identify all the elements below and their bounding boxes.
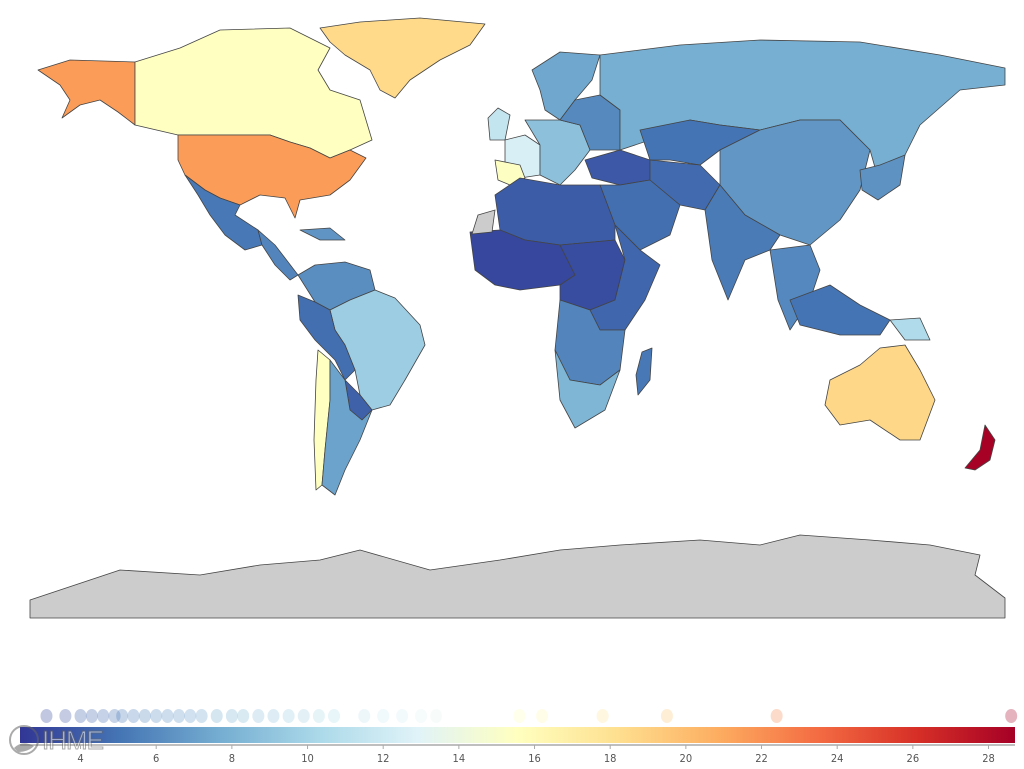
legend-color-bar (20, 727, 1015, 743)
legend-value-dot (312, 709, 325, 723)
region-indonesia[interactable] (789, 284, 891, 336)
legend-tick-label: 18 (604, 752, 617, 765)
region-png[interactable] (889, 317, 931, 341)
legend-value-dot (210, 709, 223, 723)
region-greenland[interactable] (319, 17, 486, 99)
region-central-america[interactable] (257, 229, 299, 281)
legend-tick-label: 4 (77, 752, 83, 765)
legend-value-dot (172, 709, 185, 723)
region-madagascar[interactable] (635, 347, 653, 396)
legend-value-dot (770, 709, 783, 723)
region-new-zealand[interactable] (964, 424, 996, 471)
legend-value-dot (108, 709, 121, 723)
legend-value-dots (40, 709, 1018, 723)
legend-value-dot (297, 709, 310, 723)
legend-tick-label: 14 (453, 752, 466, 765)
legend-value-dot (150, 709, 163, 723)
legend-value-dot (596, 709, 609, 723)
legend-value-dot (415, 709, 428, 723)
region-caribbean[interactable] (299, 227, 346, 241)
legend-tick-label: 24 (831, 752, 844, 765)
legend-tick-label: 22 (755, 752, 768, 765)
legend-value-dot (536, 709, 549, 723)
legend-tick-label: 16 (528, 752, 541, 765)
legend-value-dot (282, 709, 295, 723)
ihme-logo: IHME (8, 722, 105, 758)
world-choropleth-map (29, 17, 1006, 619)
legend-value-dot (237, 709, 250, 723)
legend-value-dot (59, 709, 72, 723)
legend-value-dot (74, 709, 87, 723)
legend-value-dot (127, 709, 140, 723)
legend-tick-label: 20 (680, 752, 693, 765)
region-alaska[interactable] (37, 59, 136, 126)
legend-value-dot (40, 709, 53, 723)
region-australia[interactable] (824, 344, 936, 441)
region-antarctica[interactable] (29, 534, 1006, 619)
region-south-africa[interactable] (554, 349, 621, 429)
legend-value-dot (116, 709, 129, 723)
region-uk-ireland[interactable] (487, 107, 511, 141)
legend-value-dot (225, 709, 238, 723)
legend-tick-label: 12 (377, 752, 390, 765)
region-japan-korea[interactable] (859, 154, 906, 201)
legend-value-dot (358, 709, 371, 723)
globe-logo-icon (9, 725, 39, 755)
legend-value-dot (377, 709, 390, 723)
legend-value-dot (85, 709, 98, 723)
legend-tick-label: 28 (982, 752, 995, 765)
legend-value-dot (1005, 709, 1018, 723)
logo-text: IHME (42, 724, 105, 755)
legend-value-dot (97, 709, 110, 723)
region-argentina[interactable] (321, 359, 373, 496)
legend-value-dot (195, 709, 208, 723)
legend-tick-label: 26 (907, 752, 920, 765)
legend-tick-label: 10 (301, 752, 314, 765)
legend-value-dot (396, 709, 409, 723)
legend-value-dot (430, 709, 443, 723)
legend-value-dot (267, 709, 280, 723)
region-turkey-caucasus[interactable] (584, 149, 651, 186)
legend-tick-label: 6 (153, 752, 159, 765)
legend-value-dot (184, 709, 197, 723)
legend-tick-label: 8 (229, 752, 235, 765)
legend-value-dot (328, 709, 341, 723)
region-peru-bolivia[interactable] (297, 294, 356, 381)
region-western-sahara[interactable] (471, 209, 496, 235)
legend-value-dot (660, 709, 673, 723)
legend-value-dot (513, 709, 526, 723)
legend-value-dot (138, 709, 151, 723)
color-legend: 4 6 8 10 12 14 16 18 20 22 24 26 28 (20, 709, 1018, 765)
legend-value-dot (161, 709, 174, 723)
legend-value-dot (252, 709, 265, 723)
